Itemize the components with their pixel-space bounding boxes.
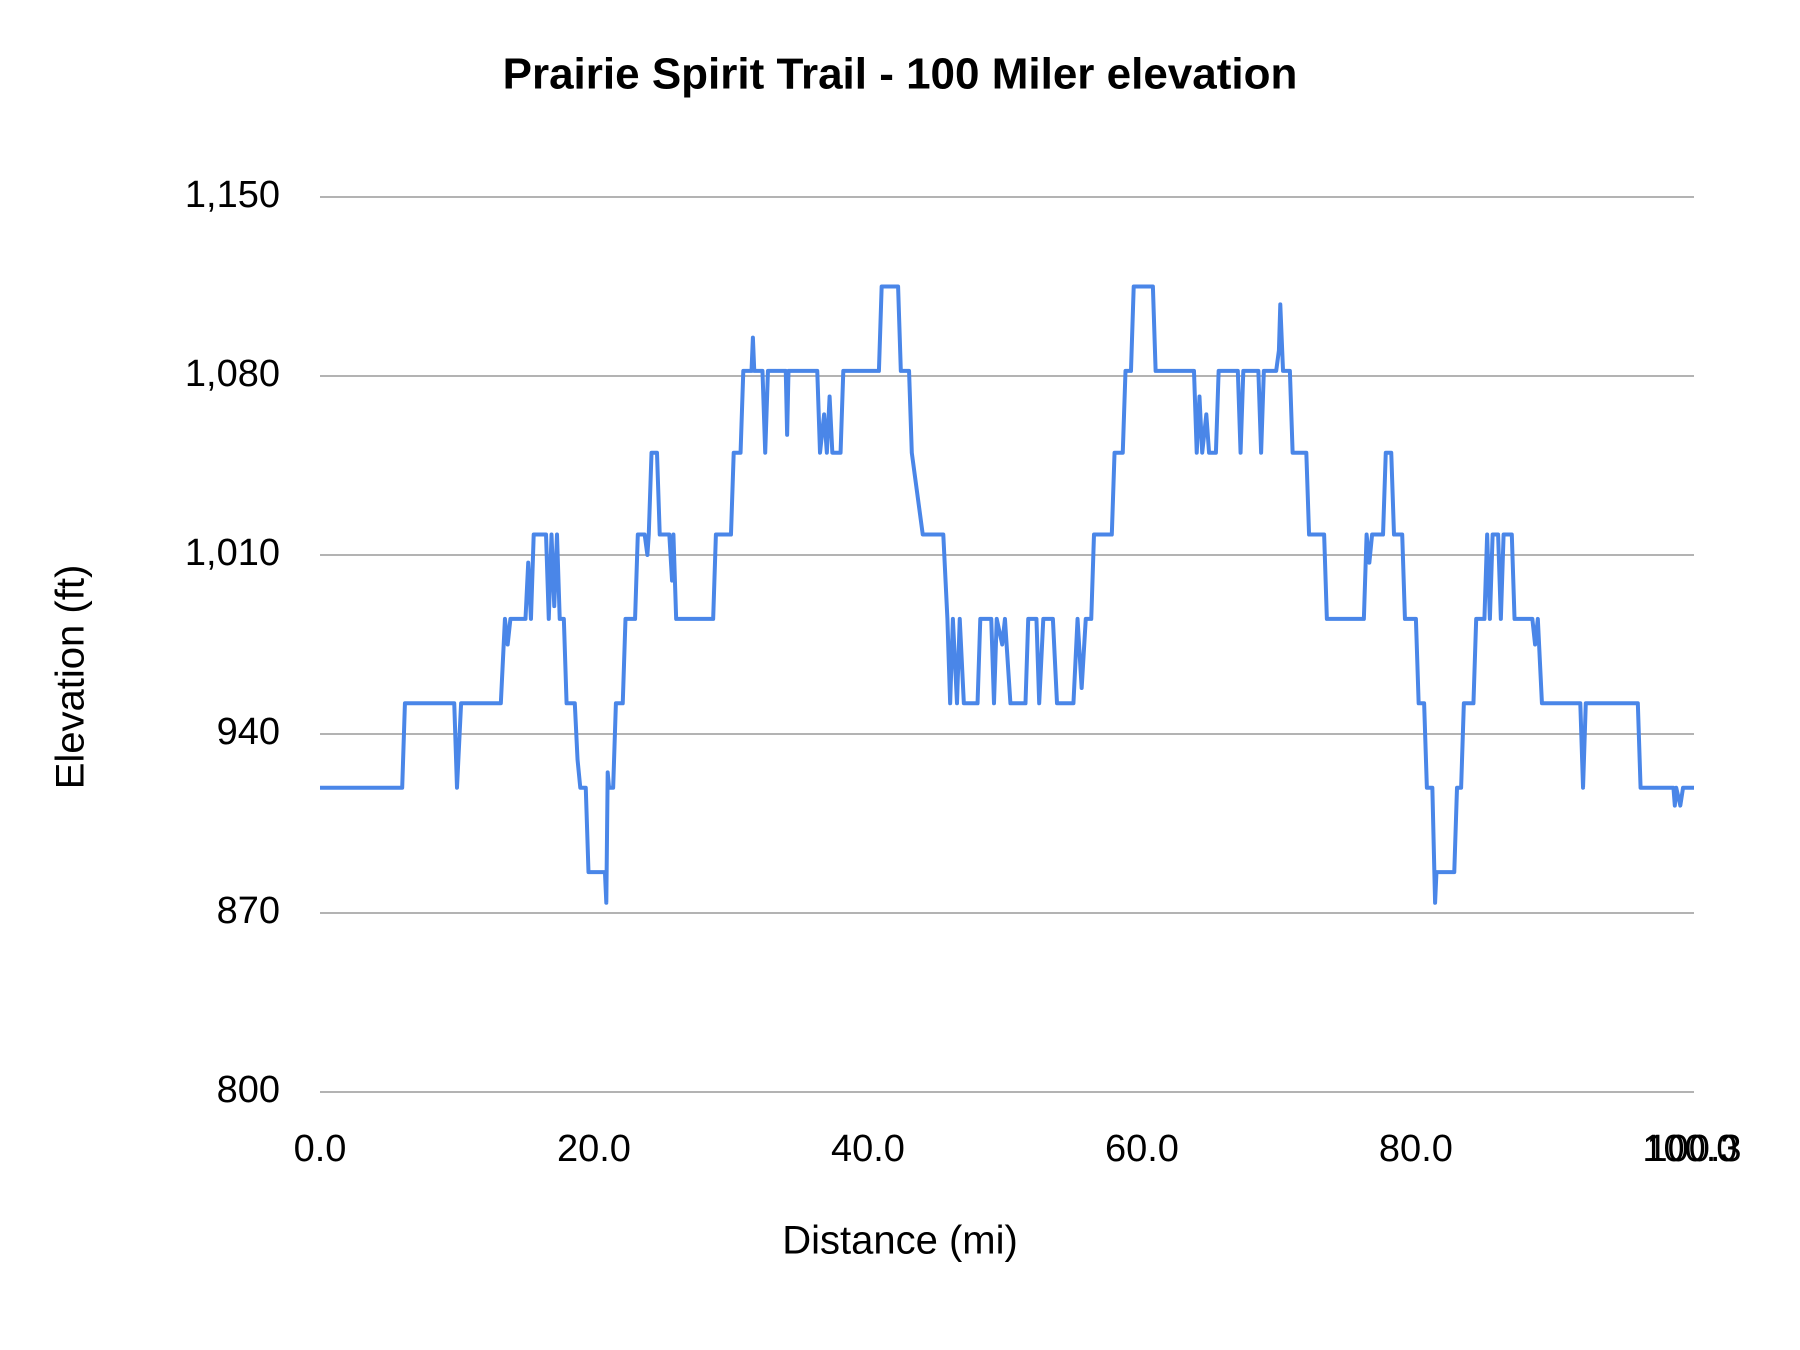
y-axis-label: Elevation (ft) bbox=[49, 565, 93, 790]
x-tick-label: 20.0 bbox=[557, 1128, 631, 1170]
y-tick-label: 1,010 bbox=[185, 532, 280, 574]
x-tick-label: 100.0 bbox=[1642, 1128, 1737, 1170]
x-tick-label: 60.0 bbox=[1105, 1128, 1179, 1170]
elevation-line bbox=[320, 284, 1694, 905]
x-tick-label: 0.0 bbox=[294, 1128, 347, 1170]
y-tick-label: 1,080 bbox=[185, 353, 280, 395]
y-tick-label: 870 bbox=[217, 890, 280, 932]
x-tick-label: 100.3 bbox=[1646, 1128, 1741, 1170]
x-tick-label: 80.0 bbox=[1379, 1128, 1453, 1170]
y-tick-label: 800 bbox=[217, 1069, 280, 1111]
chart-title: Prairie Spirit Trail - 100 Miler elevati… bbox=[503, 50, 1298, 99]
x-axis-label: Distance (mi) bbox=[782, 1219, 1018, 1263]
y-tick-label: 1,150 bbox=[185, 174, 280, 216]
y-tick-label: 940 bbox=[217, 711, 280, 753]
x-tick-label: 40.0 bbox=[831, 1128, 905, 1170]
